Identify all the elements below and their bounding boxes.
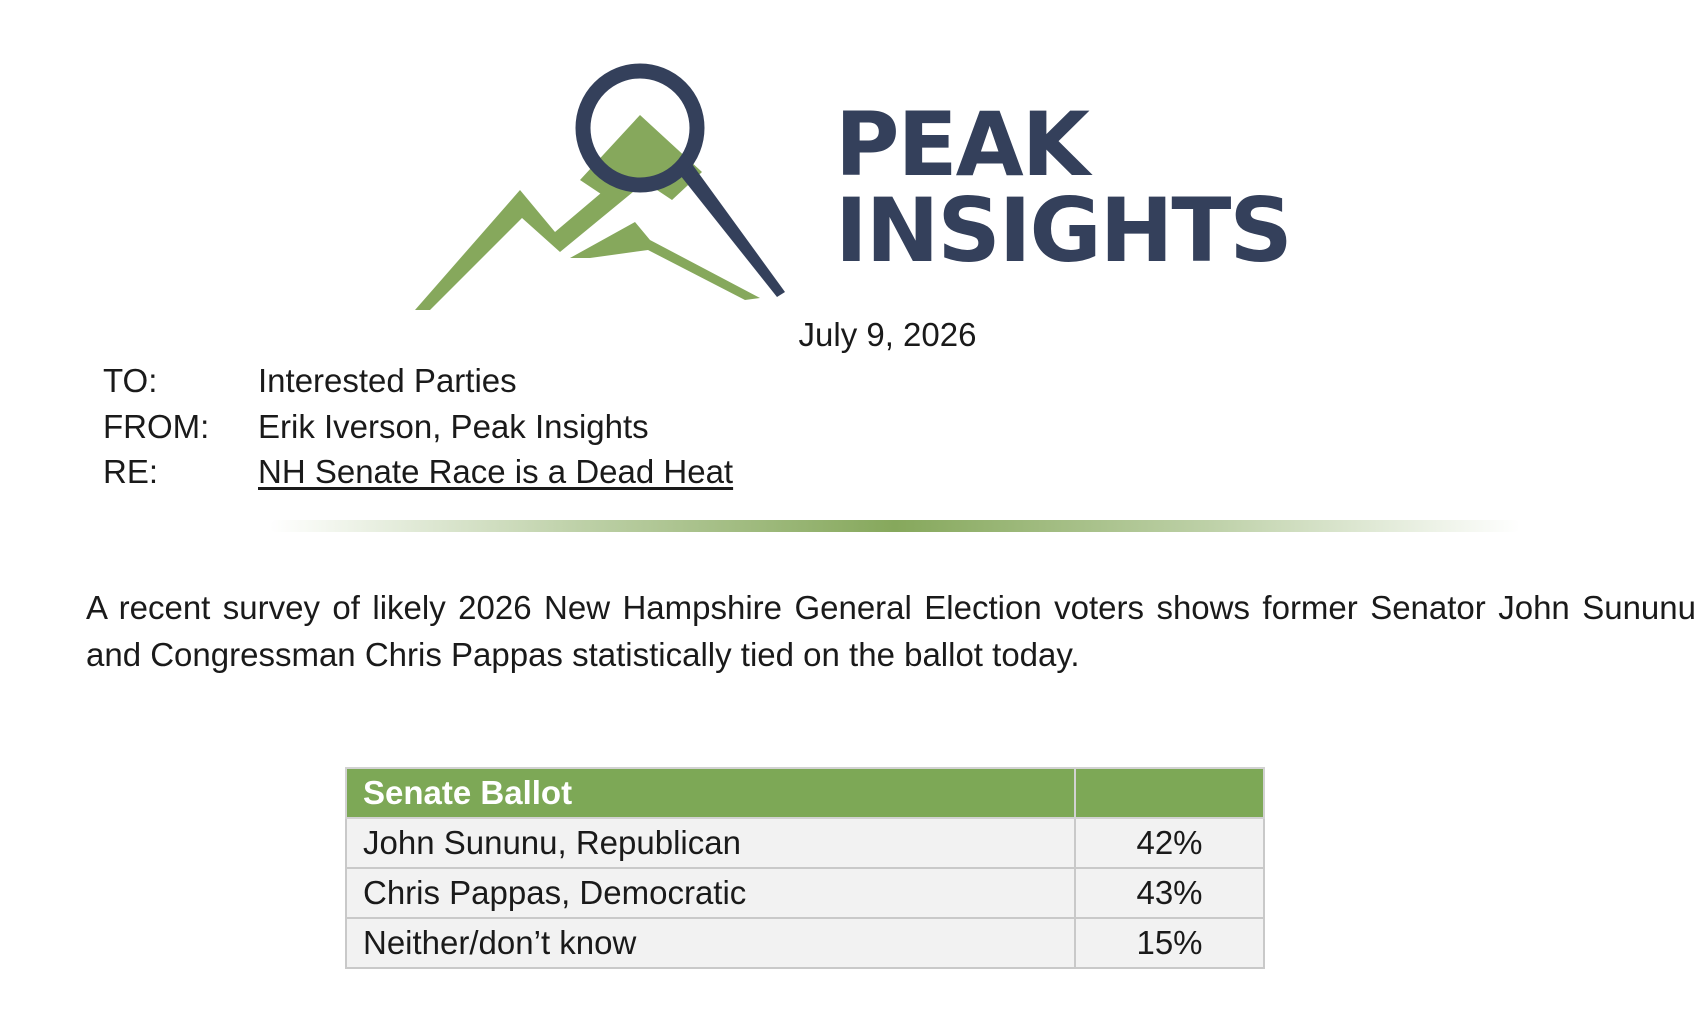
table-header-row: Senate Ballot (345, 767, 1265, 819)
logo-line-insights: INSIGHTS (835, 179, 1293, 282)
table-header-label: Senate Ballot (345, 767, 1076, 819)
memo-header: TO: Interested Parties FROM: Erik Iverso… (103, 358, 733, 495)
candidate-label: Chris Pappas, Democratic (345, 867, 1076, 919)
memo-date: July 9, 2026 (798, 316, 977, 353)
intro-paragraph: A recent survey of likely 2026 New Hamps… (86, 589, 1696, 673)
senate-ballot-table: Senate Ballot John Sununu, Republican 42… (345, 767, 1265, 969)
table-row: Chris Pappas, Democratic 43% (345, 867, 1265, 919)
candidate-value: 42% (1074, 817, 1265, 869)
memo-re-row: RE: NH Senate Race is a Dead Heat (103, 449, 733, 495)
table-row: John Sununu, Republican 42% (345, 817, 1265, 869)
logo-line-peak: PEAK (835, 93, 1090, 196)
mountain-magnifier-icon (415, 63, 785, 310)
table-header-value (1074, 767, 1265, 819)
from-label: FROM: (103, 407, 210, 445)
table-row: Neither/don’t know 15% (345, 917, 1265, 969)
to-value: Interested Parties (258, 362, 517, 399)
memo-to-row: TO: Interested Parties (103, 358, 733, 404)
from-value: Erik Iverson, Peak Insights (258, 407, 649, 445)
candidate-label: Neither/don’t know (345, 917, 1076, 969)
candidate-value: 15% (1074, 917, 1265, 969)
peak-insights-logo: PEAK INSIGHTS (410, 60, 1293, 320)
candidate-value: 43% (1074, 867, 1265, 919)
re-label: RE: (103, 453, 159, 490)
section-divider (270, 520, 1520, 532)
memo-from-row: FROM: Erik Iverson, Peak Insights (103, 404, 733, 450)
re-value: NH Senate Race is a Dead Heat (258, 453, 734, 490)
logo-wordmark: PEAK INSIGHTS (835, 93, 1293, 282)
candidate-label: John Sununu, Republican (345, 817, 1076, 869)
to-label: TO: (103, 362, 158, 399)
